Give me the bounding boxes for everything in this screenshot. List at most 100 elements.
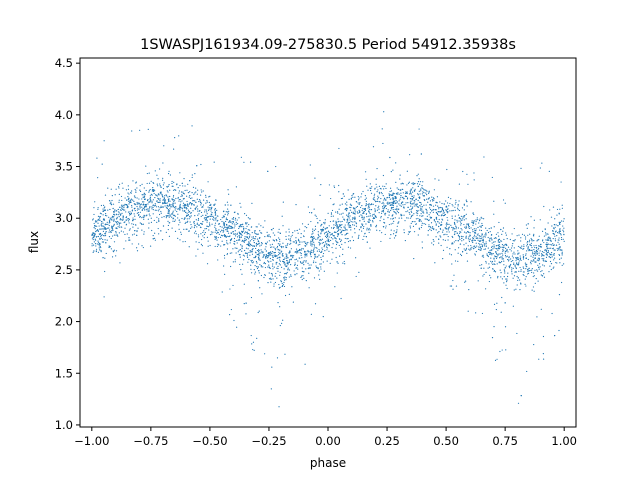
data-point: [368, 204, 370, 206]
data-point: [396, 229, 398, 231]
data-point: [254, 238, 256, 240]
data-point: [389, 156, 391, 159]
data-point: [388, 223, 390, 226]
data-point: [486, 253, 488, 255]
data-point: [149, 215, 151, 217]
data-point: [533, 233, 535, 235]
data-point: [139, 222, 141, 224]
data-point: [145, 205, 148, 207]
data-point: [322, 241, 325, 244]
data-point: [474, 230, 476, 232]
data-point: [310, 254, 312, 256]
data-point: [304, 226, 306, 228]
data-point: [97, 207, 99, 209]
data-point: [362, 208, 364, 210]
data-point: [419, 209, 421, 211]
data-point: [499, 253, 501, 255]
data-point: [392, 193, 394, 195]
data-point: [526, 242, 528, 244]
data-point: [255, 233, 257, 235]
data-point: [271, 254, 273, 257]
data-point: [223, 230, 225, 232]
data-point: [452, 205, 454, 207]
data-point: [217, 219, 219, 222]
data-point: [107, 223, 109, 225]
data-point: [95, 220, 97, 222]
data-point: [322, 252, 325, 255]
data-point: [300, 262, 302, 264]
data-point: [560, 220, 563, 222]
data-point: [337, 212, 339, 214]
data-point: [252, 237, 254, 239]
data-point: [220, 218, 222, 221]
data-point: [312, 238, 315, 240]
data-point: [151, 190, 153, 192]
data-point: [153, 190, 156, 192]
data-point: [316, 256, 318, 258]
data-point: [205, 196, 207, 198]
data-point: [234, 217, 237, 219]
data-point: [537, 280, 539, 282]
data-point: [221, 291, 223, 293]
data-point: [393, 220, 395, 222]
data-point: [282, 201, 284, 203]
data-point: [531, 246, 533, 249]
data-point: [206, 225, 208, 227]
data-point: [530, 242, 532, 244]
data-point: [463, 239, 465, 241]
data-point: [279, 306, 281, 308]
data-point: [483, 235, 485, 237]
data-point: [91, 233, 93, 235]
data-point: [311, 245, 313, 247]
data-point: [490, 246, 493, 248]
data-point: [355, 275, 357, 278]
data-point: [331, 232, 333, 235]
data-point: [191, 192, 193, 194]
data-point: [524, 283, 526, 285]
data-point: [145, 189, 147, 192]
data-point: [552, 237, 554, 240]
data-point: [214, 203, 216, 205]
data-point: [221, 217, 223, 219]
data-point: [190, 207, 192, 209]
data-point: [420, 190, 422, 192]
data-point: [378, 191, 380, 193]
data-point: [259, 230, 261, 232]
data-point: [243, 283, 245, 285]
data-point: [104, 194, 107, 196]
data-point: [252, 348, 254, 351]
data-point: [123, 221, 125, 224]
data-point: [380, 212, 383, 214]
data-point: [183, 193, 185, 195]
data-point: [497, 241, 499, 243]
data-point: [438, 218, 440, 221]
data-point: [409, 213, 411, 215]
data-point: [233, 227, 235, 229]
data-point: [143, 201, 145, 203]
data-point: [91, 237, 94, 239]
data-point: [476, 234, 478, 236]
data-point: [245, 247, 248, 249]
data-point: [438, 211, 440, 213]
data-point: [100, 249, 102, 252]
data-point: [148, 209, 150, 212]
data-point: [177, 187, 179, 189]
data-point: [543, 258, 545, 260]
data-point: [313, 248, 315, 250]
data-point: [386, 197, 388, 199]
data-point: [455, 230, 457, 233]
data-point: [518, 262, 520, 264]
data-point: [108, 224, 110, 227]
data-point: [283, 276, 285, 279]
data-point: [287, 243, 289, 245]
data-point: [493, 258, 495, 260]
data-point: [365, 178, 367, 180]
data-point: [497, 240, 499, 242]
data-point: [252, 341, 255, 343]
data-point: [543, 205, 545, 208]
data-point: [113, 224, 115, 226]
data-point: [139, 203, 141, 205]
data-point: [420, 220, 422, 222]
y-axis-label: flux: [27, 231, 41, 253]
data-point: [431, 227, 433, 230]
